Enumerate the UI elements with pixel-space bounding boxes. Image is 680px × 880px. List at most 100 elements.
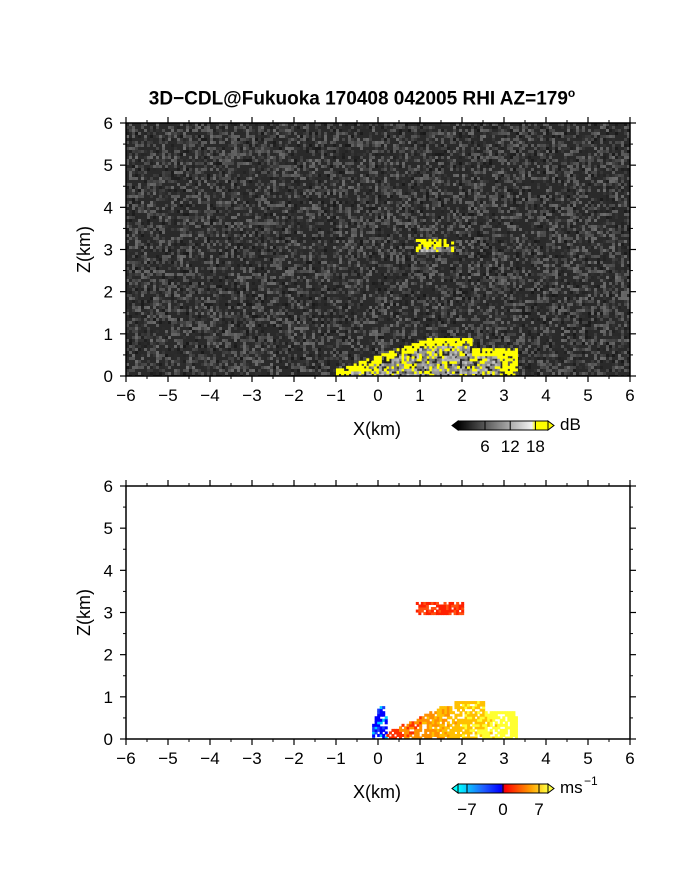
- noise-cell: [264, 138, 267, 141]
- noise-cell: [237, 150, 240, 153]
- noise-cell: [474, 174, 477, 177]
- noise-cell: [216, 228, 219, 231]
- noise-cell: [306, 195, 309, 198]
- noise-cell: [339, 138, 342, 141]
- noise-cell: [621, 150, 624, 153]
- noise-cell: [321, 183, 324, 186]
- noise-cell: [579, 255, 582, 258]
- noise-cell: [543, 255, 546, 258]
- noise-cell: [528, 144, 531, 147]
- noise-cell: [420, 129, 423, 132]
- noise-cell: [375, 189, 378, 192]
- noise-cell: [483, 168, 486, 171]
- noise-cell: [477, 204, 480, 207]
- noise-cell: [285, 234, 288, 237]
- noise-cell: [558, 171, 561, 174]
- noise-cell: [321, 234, 324, 237]
- noise-cell: [489, 144, 492, 147]
- noise-cell: [531, 171, 534, 174]
- noise-cell: [216, 126, 219, 129]
- noise-cell: [213, 183, 216, 186]
- noise-cell: [222, 204, 225, 207]
- noise-cell: [297, 174, 300, 177]
- noise-cell: [249, 129, 252, 132]
- noise-cell: [216, 204, 219, 207]
- noise-cell: [564, 249, 567, 252]
- noise-cell: [582, 207, 585, 210]
- noise-cell: [549, 189, 552, 192]
- noise-cell: [501, 147, 504, 150]
- noise-cell: [372, 219, 375, 222]
- noise-cell: [423, 204, 426, 207]
- noise-cell: [426, 183, 429, 186]
- noise-cell: [426, 174, 429, 177]
- noise-cell: [588, 216, 591, 219]
- noise-cell: [480, 237, 483, 240]
- noise-cell: [267, 156, 270, 159]
- noise-cell: [591, 243, 594, 246]
- noise-cell: [399, 258, 402, 261]
- noise-cell: [210, 249, 213, 252]
- noise-cell: [252, 132, 255, 135]
- noise-cell: [549, 156, 552, 159]
- noise-cell: [294, 231, 297, 234]
- noise-cell: [303, 165, 306, 168]
- noise-cell: [195, 165, 198, 168]
- noise-cell: [531, 174, 534, 177]
- noise-cell: [306, 159, 309, 162]
- noise-cell: [501, 192, 504, 195]
- noise-cell: [270, 147, 273, 150]
- noise-cell: [159, 249, 162, 252]
- noise-cell: [165, 258, 168, 261]
- noise-cell: [129, 246, 132, 249]
- noise-cell: [369, 174, 372, 177]
- noise-cell: [264, 171, 267, 174]
- noise-cell: [276, 162, 279, 165]
- noise-cell: [384, 222, 387, 225]
- noise-cell: [435, 255, 438, 258]
- noise-cell: [498, 129, 501, 132]
- noise-cell: [189, 189, 192, 192]
- noise-cell: [498, 210, 501, 213]
- noise-cell: [387, 159, 390, 162]
- noise-cell: [210, 168, 213, 171]
- noise-cell: [534, 234, 537, 237]
- noise-cell: [285, 123, 288, 126]
- noise-cell: [435, 186, 438, 189]
- noise-cell: [453, 222, 456, 225]
- noise-cell: [204, 174, 207, 177]
- noise-cell: [567, 123, 570, 126]
- noise-cell: [348, 162, 351, 165]
- noise-cell: [225, 201, 228, 204]
- noise-cell: [558, 168, 561, 171]
- noise-cell: [507, 132, 510, 135]
- noise-cell: [129, 159, 132, 162]
- noise-cell: [537, 240, 540, 243]
- noise-cell: [309, 219, 312, 222]
- noise-cell: [603, 165, 606, 168]
- noise-cell: [495, 222, 498, 225]
- noise-cell: [150, 135, 153, 138]
- noise-cell: [294, 138, 297, 141]
- noise-cell: [210, 138, 213, 141]
- noise-cell: [228, 177, 231, 180]
- noise-cell: [402, 249, 405, 252]
- noise-cell: [213, 162, 216, 165]
- noise-cell: [561, 213, 564, 216]
- noise-cell: [279, 147, 282, 150]
- noise-cell: [255, 189, 258, 192]
- noise-cell: [414, 138, 417, 141]
- noise-cell: [456, 219, 459, 222]
- noise-cell: [507, 150, 510, 153]
- noise-cell: [288, 168, 291, 171]
- noise-cell: [282, 219, 285, 222]
- noise-cell: [396, 159, 399, 162]
- noise-cell: [426, 126, 429, 129]
- noise-cell: [453, 210, 456, 213]
- noise-cell: [132, 168, 135, 171]
- noise-cell: [291, 240, 294, 243]
- noise-cell: [363, 255, 366, 258]
- noise-cell: [264, 147, 267, 150]
- noise-cell: [237, 222, 240, 225]
- noise-cell: [150, 195, 153, 198]
